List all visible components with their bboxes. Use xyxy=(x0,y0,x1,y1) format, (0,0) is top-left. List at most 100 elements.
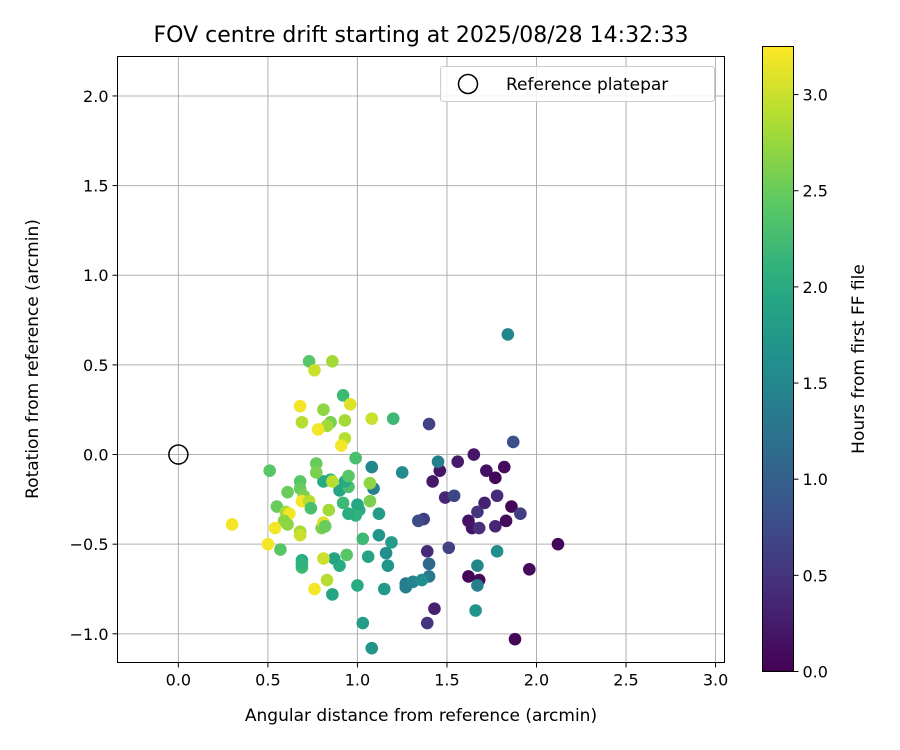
data-point xyxy=(311,423,325,436)
x-axis-label: Angular distance from reference (arcmin) xyxy=(245,706,597,726)
data-point xyxy=(462,570,475,583)
data-point xyxy=(356,616,370,630)
reference-marker-layer xyxy=(168,444,189,465)
data-point xyxy=(281,518,294,531)
data-point xyxy=(295,557,309,571)
data-point xyxy=(385,536,398,549)
data-point xyxy=(497,460,511,474)
data-point xyxy=(412,514,425,528)
legend: Reference platepar xyxy=(440,66,715,102)
data-point xyxy=(363,476,377,490)
data-point xyxy=(420,545,434,558)
legend-entry-reference-platepar: Reference platepar xyxy=(506,75,668,95)
data-point xyxy=(309,466,323,479)
data-point xyxy=(274,543,287,556)
legend-box xyxy=(440,66,715,102)
data-point xyxy=(372,507,386,520)
data-point xyxy=(508,632,522,646)
data-point xyxy=(480,464,493,477)
data-point xyxy=(489,519,502,533)
x-axis-ticks: 0.0 0.5 1.0 1.5 2.0 2.5 3.0 xyxy=(166,662,728,690)
data-point xyxy=(363,494,377,508)
data-point xyxy=(342,507,355,520)
data-point xyxy=(320,573,334,587)
data-point xyxy=(386,412,400,425)
data-point xyxy=(551,537,565,551)
data-point xyxy=(381,559,395,572)
data-point xyxy=(361,550,375,564)
x-tick-label: 1.0 xyxy=(345,671,370,690)
colorbar-tick-label: 1.5 xyxy=(803,374,828,393)
data-point xyxy=(420,616,434,630)
data-point xyxy=(318,519,332,533)
colorbar-tick-label: 2.5 xyxy=(803,182,828,201)
colorbar xyxy=(762,46,794,672)
data-point xyxy=(343,398,357,411)
data-point xyxy=(342,469,355,483)
data-point xyxy=(377,582,391,596)
colorbar-label: Hours from first FF file xyxy=(849,264,869,454)
data-point xyxy=(442,541,456,555)
data-point xyxy=(379,546,393,560)
reference-platepar-marker xyxy=(168,444,189,465)
data-point xyxy=(415,573,429,587)
data-point xyxy=(489,471,502,485)
data-point xyxy=(506,435,520,449)
data-point xyxy=(501,328,515,341)
y-tick-label: 1.5 xyxy=(83,177,108,196)
y-axis-ticks: −1.0 −0.5 0.0 0.5 1.0 1.5 2.0 xyxy=(70,87,118,644)
data-point xyxy=(326,354,339,368)
data-point xyxy=(295,415,309,429)
data-point xyxy=(431,455,445,468)
data-point xyxy=(261,537,275,551)
x-tick-label: 1.5 xyxy=(434,671,459,690)
x-tick-label: 0.0 xyxy=(166,671,191,690)
data-point xyxy=(309,457,323,470)
data-point xyxy=(317,552,330,565)
data-point xyxy=(422,557,436,571)
colorbar-tick-label: 1.0 xyxy=(803,470,828,489)
data-point xyxy=(395,466,409,479)
x-tick-label: 2.5 xyxy=(613,671,638,690)
data-point xyxy=(225,518,239,531)
data-point xyxy=(293,399,307,413)
colorbar-ticks: 0.0 0.5 1.0 1.5 2.0 2.5 3.0 xyxy=(793,86,828,682)
data-point xyxy=(365,412,379,425)
colorbar-tick-label: 0.5 xyxy=(803,566,828,585)
data-point xyxy=(351,498,364,512)
data-point xyxy=(322,503,336,517)
data-point xyxy=(304,502,318,515)
plot-frame xyxy=(117,56,725,663)
colorbar-tick-label: 3.0 xyxy=(803,86,828,105)
data-point xyxy=(478,496,491,510)
y-tick-label: 0.0 xyxy=(83,446,108,465)
data-point xyxy=(317,403,330,417)
data-point xyxy=(523,562,536,576)
data-point xyxy=(505,500,518,513)
data-point xyxy=(308,582,321,596)
data-point xyxy=(365,460,379,474)
data-point xyxy=(268,521,282,535)
data-point xyxy=(281,485,294,499)
data-point xyxy=(426,475,439,488)
data-point xyxy=(336,496,350,510)
y-tick-label: 0.5 xyxy=(83,356,108,375)
data-point xyxy=(471,579,484,592)
legend-open-circle-icon xyxy=(457,73,479,95)
data-point xyxy=(499,514,513,528)
y-tick-label: −0.5 xyxy=(70,535,109,554)
colorbar-tick-label: 2.0 xyxy=(803,278,828,297)
data-point xyxy=(335,439,348,452)
data-points xyxy=(225,328,565,655)
data-point xyxy=(326,588,339,601)
data-point xyxy=(490,489,504,503)
data-point xyxy=(469,604,482,617)
x-tick-label: 3.0 xyxy=(703,671,728,690)
data-point xyxy=(490,545,504,558)
y-axis-label: Rotation from reference (arcmin) xyxy=(23,219,43,499)
data-point xyxy=(327,552,341,565)
data-point xyxy=(336,389,350,402)
data-point xyxy=(338,414,352,427)
data-point xyxy=(471,505,484,519)
